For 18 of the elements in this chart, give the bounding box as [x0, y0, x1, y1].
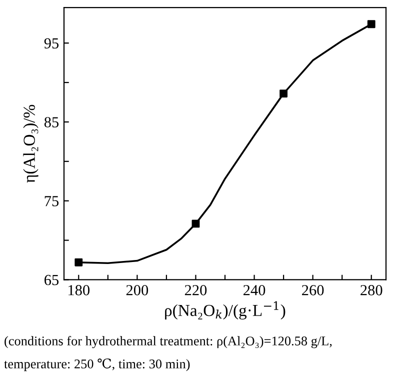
y-tick-label: 75: [44, 196, 59, 206]
y-tick-label: 65: [44, 274, 59, 286]
x-tick-label: 280: [360, 285, 382, 296]
point: [280, 90, 288, 98]
x-tick-label: 260: [302, 285, 324, 296]
y-tick-label: 85: [44, 117, 59, 128]
text: temperature: 250 ℃, time: 30 min): [4, 358, 190, 372]
x-axis-title: ρ(Na₂O$_{k}$)/(g·L$^{−1}$): [165, 301, 286, 320]
x-tick-label: 200: [126, 285, 148, 296]
x-tick-label: 240: [243, 285, 266, 296]
point: [74, 258, 83, 266]
y-axis-title: η(Al₂O₃)/%: [23, 104, 38, 183]
x-tick-label: 180: [68, 285, 90, 296]
point: [192, 220, 200, 228]
y-tick-label: 95: [44, 38, 59, 49]
x-tick-label: 220: [184, 285, 207, 296]
text: (conditions for hydrothermal treatment: ρ(Al₂O₃)=120.58 g/L,: [4, 336, 332, 348]
point: [367, 20, 376, 28]
